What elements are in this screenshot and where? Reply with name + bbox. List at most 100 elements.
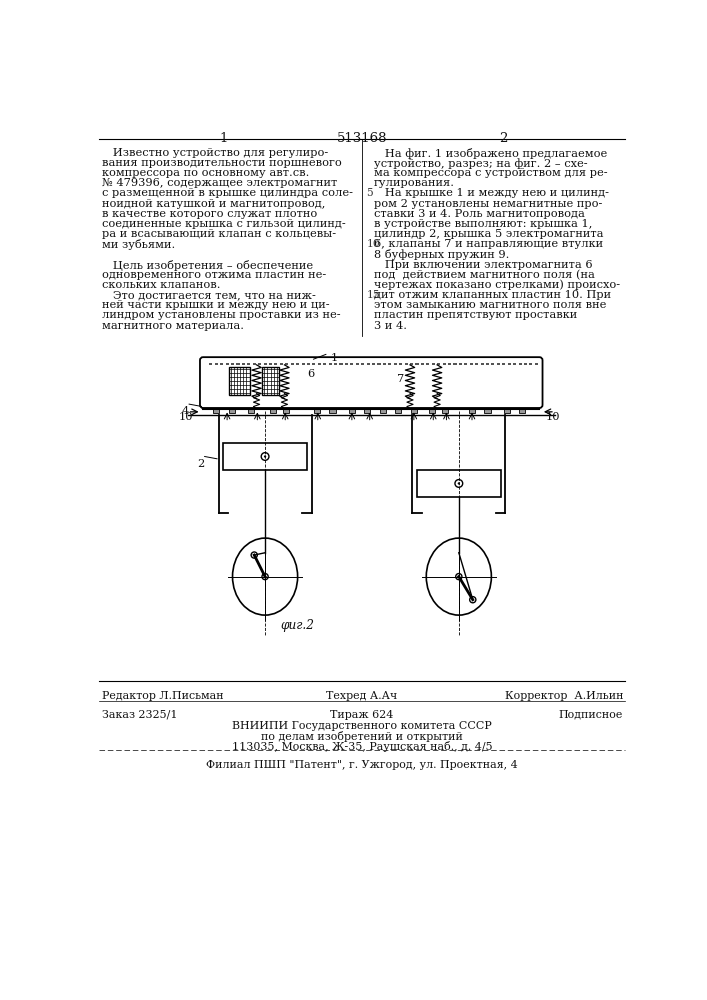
Text: в качестве которого служат плотно: в качестве которого служат плотно <box>103 209 317 219</box>
Bar <box>329 409 336 413</box>
Bar <box>258 363 261 365</box>
Bar <box>453 363 457 365</box>
Text: На фиг. 1 изображено предлагаемое: На фиг. 1 изображено предлагаемое <box>373 148 607 159</box>
Bar <box>231 363 234 365</box>
Text: При включении электромагнита 6: При включении электромагнита 6 <box>373 260 592 270</box>
Bar <box>329 363 332 365</box>
Bar <box>228 409 235 413</box>
Bar <box>404 363 408 365</box>
Text: соединенные крышка с гильзой цилинд-: соединенные крышка с гильзой цилинд- <box>103 219 346 229</box>
Circle shape <box>469 597 476 603</box>
Text: чертежах показано стрелками) происхо-: чертежах показано стрелками) происхо- <box>373 280 620 290</box>
FancyBboxPatch shape <box>200 357 542 408</box>
Bar <box>228 367 250 395</box>
Text: 8 буферных пружин 9.: 8 буферных пружин 9. <box>373 249 509 260</box>
Bar <box>372 363 375 365</box>
Text: магнитного материала.: магнитного материала. <box>103 321 245 331</box>
Bar <box>349 409 355 413</box>
Bar <box>524 363 527 365</box>
Bar <box>508 363 510 365</box>
Bar <box>437 363 440 365</box>
Text: ми зубьями.: ми зубьями. <box>103 239 175 250</box>
Text: гулирования.: гулирования. <box>373 178 455 188</box>
Text: Корректор  А.Ильин: Корректор А.Ильин <box>505 691 623 701</box>
Text: этом замыканию магнитного поля вне: этом замыканию магнитного поля вне <box>373 300 606 310</box>
Text: линдром установлены проставки из не-: линдром установлены проставки из не- <box>103 310 341 320</box>
Bar <box>443 363 445 365</box>
Text: 1: 1 <box>220 132 228 145</box>
Bar <box>530 363 532 365</box>
Text: 3 и 4.: 3 и 4. <box>373 321 407 331</box>
Bar <box>269 363 272 365</box>
Text: 6, клапаны 7 и направляющие втулки: 6, клапаны 7 и направляющие втулки <box>373 239 602 249</box>
Bar <box>356 363 359 365</box>
Text: 10: 10 <box>546 412 560 422</box>
Bar <box>323 363 327 365</box>
Circle shape <box>456 574 462 580</box>
Text: в устройстве выполняют: крышка 1,: в устройстве выполняют: крышка 1, <box>373 219 592 229</box>
Bar <box>428 409 435 413</box>
Bar <box>361 363 364 365</box>
Bar <box>491 363 494 365</box>
Text: компрессора по основному авт.св.: компрессора по основному авт.св. <box>103 168 310 178</box>
Bar <box>416 363 419 365</box>
Bar <box>317 363 321 365</box>
Ellipse shape <box>233 538 298 615</box>
Bar <box>270 409 276 413</box>
Bar <box>484 409 491 413</box>
Bar <box>223 443 307 470</box>
Bar <box>280 363 283 365</box>
Bar <box>312 363 315 365</box>
Text: 10: 10 <box>178 412 193 422</box>
Bar <box>475 363 478 365</box>
Bar <box>215 363 218 365</box>
Bar <box>417 470 501 497</box>
Bar <box>296 363 299 365</box>
Text: № 479396, содержащее электромагнит: № 479396, содержащее электромагнит <box>103 178 337 188</box>
Text: ВНИИПИ Государственного комитета СССР: ВНИИПИ Государственного комитета СССР <box>232 721 492 731</box>
Circle shape <box>457 482 460 485</box>
Bar <box>262 367 279 395</box>
Circle shape <box>457 575 460 578</box>
Text: Тираж 624: Тираж 624 <box>330 710 394 720</box>
Bar <box>351 363 354 365</box>
Circle shape <box>262 574 268 580</box>
Bar <box>213 409 219 413</box>
Text: Подписное: Подписное <box>559 710 623 720</box>
Bar <box>334 363 337 365</box>
Circle shape <box>264 455 267 458</box>
Bar <box>367 363 370 365</box>
Bar <box>513 363 516 365</box>
Bar <box>226 363 228 365</box>
Bar <box>285 363 288 365</box>
Text: 6: 6 <box>307 369 314 379</box>
Bar <box>383 363 386 365</box>
Bar <box>486 363 489 365</box>
Text: ноидной катушкой и магнитопровод,: ноидной катушкой и магнитопровод, <box>103 199 326 209</box>
Bar <box>519 409 525 413</box>
Text: 513168: 513168 <box>337 132 387 145</box>
Bar <box>469 409 475 413</box>
Text: Техред А.Ач: Техред А.Ач <box>327 691 397 701</box>
Ellipse shape <box>426 538 491 615</box>
Bar <box>339 363 343 365</box>
Text: ра и всасывающий клапан с кольцевы-: ра и всасывающий клапан с кольцевы- <box>103 229 337 239</box>
Circle shape <box>455 480 462 487</box>
Text: 5: 5 <box>367 188 373 198</box>
Text: 15: 15 <box>367 290 380 300</box>
Text: 2: 2 <box>499 132 507 145</box>
Text: под  действием магнитного поля (на: под действием магнитного поля (на <box>373 270 595 280</box>
Text: 1: 1 <box>330 353 337 363</box>
Bar <box>209 363 212 365</box>
Bar <box>236 363 240 365</box>
Bar <box>301 363 305 365</box>
Bar <box>497 363 500 365</box>
Bar <box>364 409 370 413</box>
Text: На крышке 1 и между нею и цилинд-: На крышке 1 и между нею и цилинд- <box>373 188 609 198</box>
Text: Филиал ПШП "Патент", г. Ужгород, ул. Проектная, 4: Филиал ПШП "Патент", г. Ужгород, ул. Про… <box>206 760 518 770</box>
Bar <box>291 363 293 365</box>
Bar <box>264 363 267 365</box>
Text: 10: 10 <box>367 239 380 249</box>
Bar <box>464 363 467 365</box>
Bar <box>388 363 392 365</box>
